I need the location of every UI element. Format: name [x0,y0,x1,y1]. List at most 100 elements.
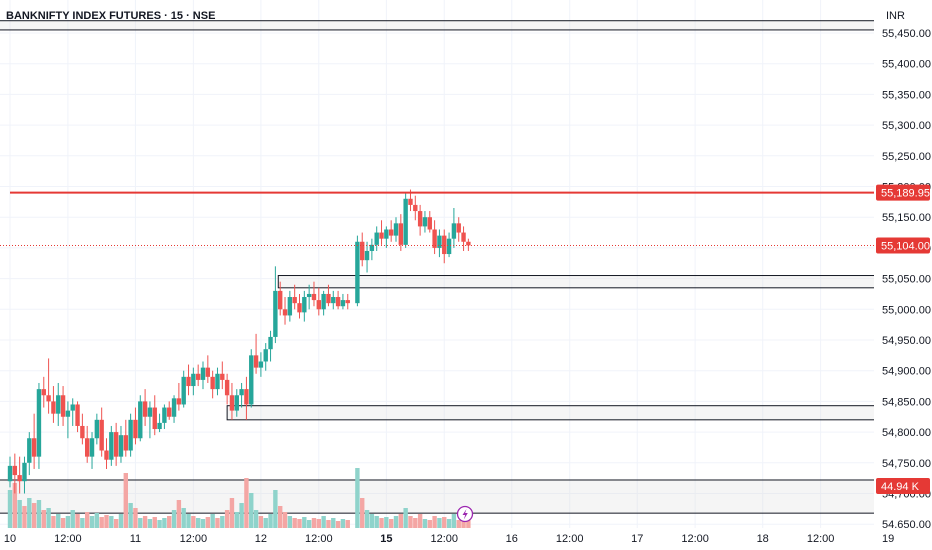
candle-body [244,389,249,405]
candle-body [413,204,418,212]
candle-body [239,389,244,396]
resistance-price-badge [876,184,930,201]
time-ticks: 10 12:00 11 12:00 12 12:00 15 12:00 16 12:00 17 12:… [4,533,894,545]
candle-body [128,419,133,451]
volume-bar [176,500,182,528]
time-tick-label: 18 [757,533,769,545]
candle-body [302,297,307,313]
candle-body [321,293,326,310]
candle-body [437,235,442,248]
volume-bar [142,516,148,528]
volume-bar [442,517,447,528]
currency-label[interactable]: INR [886,10,905,22]
volume-bar [36,500,42,528]
price-lines[interactable] [0,191,874,246]
price-tick-label: 55,350.00 [882,89,931,101]
zone-rectangle [0,20,877,31]
candle-body [99,419,104,451]
volume-bar [167,516,172,528]
price-tick-label: 55,450.00 [882,28,931,40]
volume-bar [181,508,186,528]
volume-bar [220,516,225,528]
candle-body [215,373,220,390]
volume-bar [171,510,177,528]
volume-bar [263,518,268,528]
candle-body [75,404,80,426]
volume-bar [403,508,408,528]
candle-body [27,438,32,463]
candle-body [282,309,288,316]
volume-bar [210,514,215,528]
price-axis-background [874,0,932,528]
volume-bar [355,468,360,528]
volume-bar [7,490,13,528]
volume-bar [229,498,235,528]
price-tick-label: 55,250.00 [882,151,931,163]
time-tick-label: 12:00 [681,533,709,545]
candle-body [374,232,379,245]
volume-bar [446,519,452,528]
volume-bar [147,519,153,528]
price-tick-label: 54,850.00 [882,396,931,408]
candle-body [85,438,90,457]
candle-body [80,425,85,439]
volume-bar [360,498,365,528]
candle-body [205,367,211,377]
candle-body [70,404,75,411]
volume-bar [27,498,32,528]
candle-body [118,435,124,457]
volume-bar [133,508,138,528]
candle-body [46,395,51,402]
candle-body [12,465,18,476]
volume-bar [273,490,278,528]
time-axis-background [0,528,932,550]
zone-rectangles[interactable] [0,20,877,514]
candle-body [326,293,331,304]
volume-bar [89,516,95,528]
candle-body [379,232,384,239]
time-tick-label: 12:00 [430,533,458,545]
candle-body [263,349,268,362]
volume-badge-text: 44.94 K [881,481,920,493]
candle-body [89,438,95,457]
candle-body [147,407,153,417]
volume-bar [46,508,51,528]
volume-bar [31,503,37,528]
lightning-icon[interactable] [456,505,474,523]
grid-lines [0,0,889,528]
candle-body [171,398,177,417]
volume-bar [162,518,167,528]
volume-bar [316,519,321,528]
volume-bar [200,519,206,528]
volume-bar [326,520,331,528]
candle-body [253,355,259,368]
time-tick-label: 12:00 [54,533,82,545]
last-price-badge-text: 55,104.00 [881,240,930,252]
volume-bar [234,512,239,528]
candle-body [422,217,428,227]
volume-bar [306,520,312,528]
zone-rectangle [0,479,877,514]
volume-bar [195,518,201,528]
volume-bar [12,483,18,528]
volume-bar [311,518,317,528]
price-axis[interactable]: INR 55,450.00 55,400.00 55,350.00 55,300.00… [874,0,932,531]
price-tick-label: 54,950.00 [882,335,931,347]
volume-bar [408,516,413,528]
candle-body [466,241,471,246]
candle-body [162,407,167,423]
time-axis[interactable]: 10 12:00 11 12:00 12 12:00 15 12:00 16 12:00 17 12:… [0,528,932,550]
candle-body [335,297,341,307]
volume-bar [123,473,128,528]
volume-bar [413,518,418,528]
candle-body [36,389,42,457]
candle-body [249,355,254,405]
volume-bar [364,510,370,528]
price-tick-label: 54,900.00 [882,366,931,378]
candle-body [417,211,423,227]
price-tick-label: 55,150.00 [882,212,931,224]
candle-body [292,297,297,304]
volume-bar [456,520,461,528]
candle-body [123,435,128,451]
